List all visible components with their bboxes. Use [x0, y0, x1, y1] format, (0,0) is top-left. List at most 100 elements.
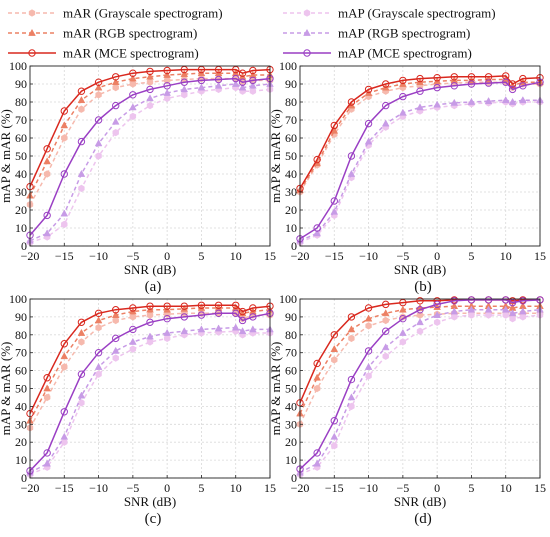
x-axis-label: SNR (dB)	[394, 494, 446, 509]
panel-label: (d)	[414, 511, 432, 527]
data-point	[214, 301, 223, 309]
data-point	[484, 96, 493, 104]
data-point	[43, 393, 51, 402]
data-point	[214, 75, 223, 84]
data-point	[146, 318, 154, 326]
series	[296, 72, 544, 193]
legend-label: mAR (Grayscale spectrogram)	[63, 6, 223, 21]
data-point	[416, 74, 424, 83]
data-point	[519, 74, 527, 83]
x-tick-label: 15	[534, 481, 546, 495]
data-point	[249, 81, 257, 89]
chart-panel: 0 10 20 30 40 50 60 70 80 90 100 −20 −15 −10 −5 0 5 10 15 S…	[0, 292, 276, 527]
y-tick-label: 90	[15, 310, 27, 324]
data-point	[364, 137, 373, 145]
data-point	[60, 408, 68, 416]
x-tick-label: −20	[291, 481, 310, 495]
x-tick-label: 10	[230, 249, 242, 263]
data-point	[129, 337, 137, 345]
data-point	[519, 96, 527, 104]
data-point	[43, 374, 51, 382]
data-point	[146, 78, 154, 86]
data-point	[197, 76, 206, 85]
legend-marker	[28, 49, 36, 57]
data-point	[416, 297, 424, 305]
data-point	[77, 318, 86, 326]
data-point	[163, 76, 171, 85]
data-point	[519, 297, 527, 305]
x-tick-label: −5	[396, 249, 409, 263]
series-line	[299, 312, 540, 425]
data-point	[467, 73, 476, 81]
data-point	[111, 117, 120, 125]
data-point	[399, 314, 407, 323]
data-point	[111, 310, 120, 318]
data-point	[347, 313, 356, 321]
data-point	[468, 311, 475, 319]
data-point	[364, 304, 373, 312]
data-point	[94, 316, 103, 324]
data-point	[313, 229, 321, 237]
series-line	[299, 81, 541, 240]
data-point	[180, 304, 189, 312]
data-point	[77, 391, 86, 399]
series-line	[299, 305, 540, 414]
data-point	[112, 73, 120, 81]
data-point	[163, 334, 171, 343]
legend-marker	[28, 28, 36, 36]
legend-label: mAR (RGB spectrogram)	[63, 26, 197, 41]
legend-label: mAP (RGB spectrogram)	[338, 26, 470, 41]
y-tick-label: 40	[15, 399, 27, 413]
data-point	[451, 313, 458, 321]
data-point	[348, 334, 355, 343]
data-point	[60, 121, 69, 129]
data-point	[60, 340, 68, 348]
x-tick-label: −5	[126, 249, 139, 263]
data-point	[231, 323, 240, 331]
data-point	[61, 438, 68, 446]
y-tick-label: 100	[9, 59, 27, 73]
data-point	[43, 384, 51, 392]
x-tick-label: −10	[89, 481, 108, 495]
data-point	[238, 78, 247, 86]
data-point	[364, 362, 373, 370]
y-tick-label: 40	[285, 167, 297, 181]
panel-label: (c)	[145, 511, 162, 527]
data-point	[330, 121, 338, 130]
data-point	[78, 184, 85, 193]
x-tick-label: 15	[264, 249, 276, 263]
data-point	[416, 306, 424, 314]
data-point	[163, 94, 171, 103]
series-line	[29, 304, 271, 414]
data-point	[146, 101, 154, 110]
legend-marker	[303, 9, 311, 17]
x-tick-label: 5	[198, 481, 204, 495]
legend-entry: mAP (RGB spectrogram)	[283, 26, 470, 41]
legend-entry: mAP (MCE spectrogram)	[283, 46, 472, 61]
data-point	[508, 97, 517, 105]
x-tick-label: −20	[291, 249, 310, 263]
x-tick-label: −15	[55, 481, 74, 495]
data-point	[214, 309, 223, 318]
x-tick-label: −15	[325, 249, 344, 263]
data-point	[129, 112, 137, 121]
data-point	[231, 79, 240, 87]
series-line	[29, 72, 270, 196]
data-point	[61, 134, 68, 142]
data-point	[94, 83, 103, 91]
data-point	[399, 76, 407, 85]
data-point	[485, 311, 492, 319]
y-tick-label: 100	[9, 292, 27, 306]
y-tick-label: 50	[285, 149, 297, 163]
x-tick-label: 10	[500, 481, 512, 495]
data-point	[519, 307, 527, 315]
legend-entry: mAR (RGB spectrogram)	[8, 26, 197, 41]
data-point	[501, 305, 510, 313]
data-point	[416, 103, 424, 111]
series	[26, 74, 274, 239]
data-point	[399, 305, 407, 313]
y-tick-label: 80	[285, 95, 297, 109]
data-point	[180, 313, 188, 321]
data-point	[467, 305, 476, 313]
data-point	[95, 91, 102, 99]
